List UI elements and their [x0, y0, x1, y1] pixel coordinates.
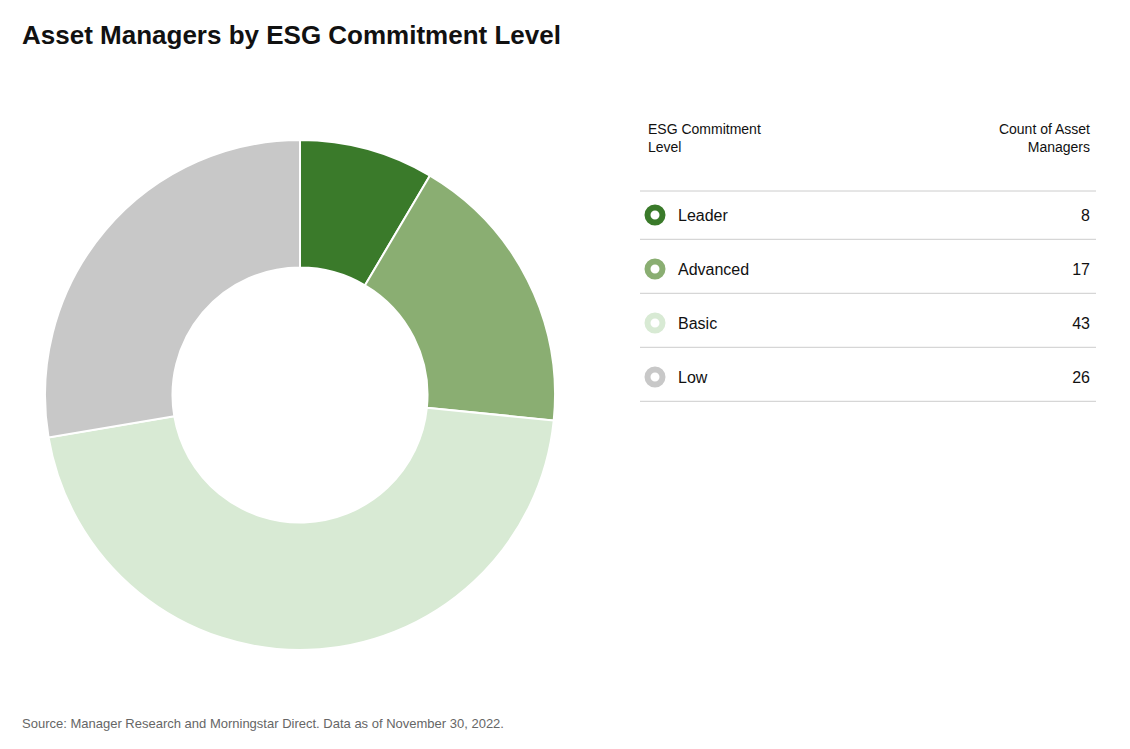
legend-marker	[648, 208, 663, 223]
legend-header-line: Level	[648, 139, 681, 155]
legend: ESG Commitment Level Count of Asset Manager…	[640, 121, 1096, 401]
legend-header: ESG Commitment Level	[648, 121, 761, 155]
legend-header-line: Count of Asset	[999, 121, 1090, 137]
title: Asset Managers by ESG Commitment Level	[22, 20, 561, 50]
legend-label: Leader	[678, 207, 728, 224]
legend-separator	[640, 347, 1096, 348]
legend-value: 17	[1072, 261, 1090, 278]
legend-marker	[648, 316, 663, 331]
legend-value: 8	[1081, 207, 1090, 224]
source: Source: Manager Research and Morningstar…	[22, 716, 504, 731]
legend-separator	[640, 401, 1096, 402]
legend-value: 26	[1072, 369, 1090, 386]
legend-separator	[640, 191, 1096, 192]
slice	[365, 176, 555, 421]
slice	[45, 140, 300, 437]
legend-marker	[648, 370, 663, 385]
legend-header: Count of Asset Managers	[999, 121, 1090, 155]
donut	[45, 140, 555, 650]
background	[0, 0, 1130, 749]
legend-label: Advanced	[678, 261, 749, 278]
legend-label: Basic	[678, 315, 717, 332]
legend-label: Low	[678, 369, 708, 386]
chart: Asset Managers by ESG Commitment Level So…	[0, 0, 1130, 749]
slice	[49, 408, 554, 650]
legend-value: 43	[1072, 315, 1090, 332]
legend-separator	[640, 239, 1096, 240]
legend-header-line: ESG Commitment	[648, 121, 761, 137]
legend-marker	[648, 262, 663, 277]
legend-header-line: Managers	[1028, 139, 1090, 155]
legend-separator	[640, 293, 1096, 294]
